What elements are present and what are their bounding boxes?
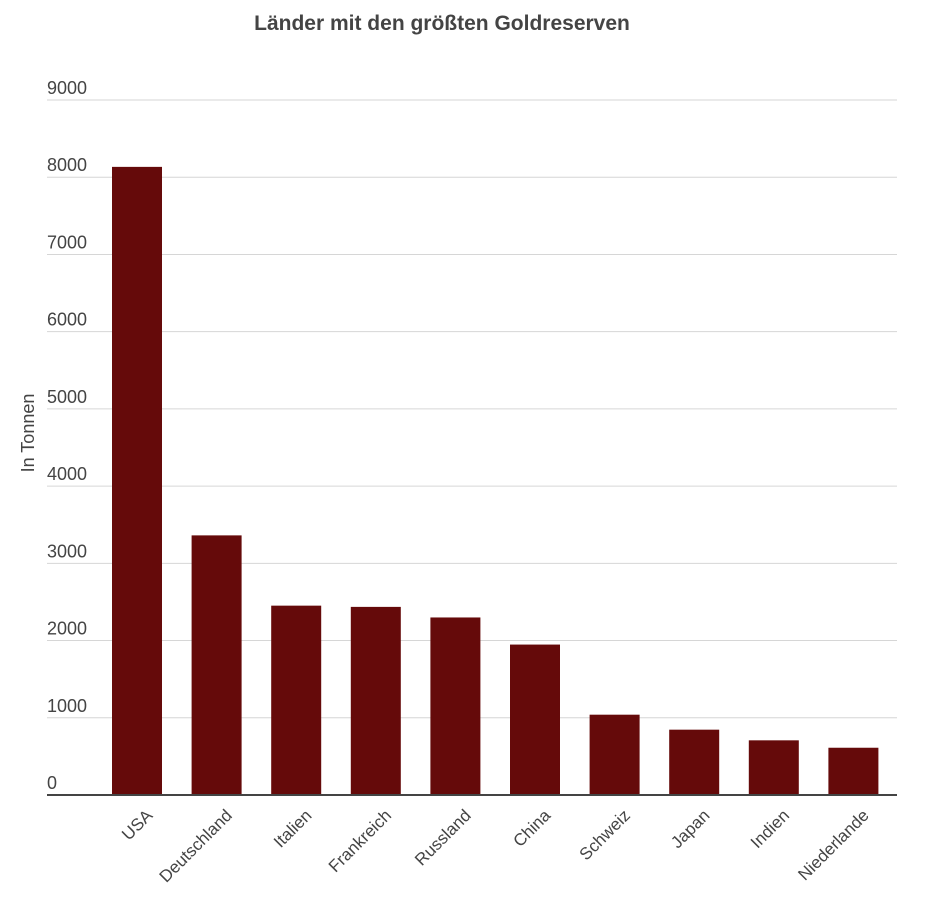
y-axis-ticks: 0 1000 2000 3000 4000 5000 6000 7000 8000 9000 (47, 78, 87, 793)
x-tick-label: Indien (747, 806, 793, 852)
y-tick-label: 7000 (47, 232, 87, 252)
y-tick-label: 4000 (47, 464, 87, 484)
y-tick-label: 0 (47, 773, 57, 793)
bar-japan (669, 729, 720, 795)
bar-russland (430, 617, 481, 795)
x-tick-label: Deutschland (156, 806, 236, 886)
bar-usa (112, 166, 162, 795)
bars (112, 166, 879, 795)
x-tick-label: Niederlande (794, 806, 872, 884)
bar-china (510, 644, 560, 795)
y-tick-label: 9000 (47, 78, 87, 98)
bar-italien (271, 605, 322, 795)
y-tick-label: 8000 (47, 155, 87, 175)
x-tick-label: Russland (411, 806, 475, 870)
chart-title: Länder mit den größten Goldreserven (254, 12, 630, 35)
bar-niederlande (828, 747, 879, 795)
bar-deutschland (191, 535, 242, 795)
y-axis-title: In Tonnen (18, 394, 38, 473)
x-tick-label: Japan (667, 806, 713, 852)
x-axis-ticks: USA Deutschland Italien Frankreich Russland C… (118, 805, 873, 886)
y-tick-label: 3000 (47, 541, 87, 561)
x-tick-label: Italien (270, 806, 316, 852)
y-tick-label: 5000 (47, 387, 87, 407)
bar-schweiz (589, 714, 640, 795)
bar-indien (748, 740, 799, 795)
bar-frankreich (350, 606, 401, 795)
y-tick-label: 2000 (47, 619, 87, 639)
x-tick-label: Frankreich (325, 806, 395, 876)
x-tick-label: Schweiz (576, 806, 634, 864)
y-tick-label: 6000 (47, 310, 87, 330)
y-tick-label: 1000 (47, 696, 87, 716)
x-tick-label: China (509, 805, 554, 850)
x-tick-label: USA (118, 805, 157, 844)
